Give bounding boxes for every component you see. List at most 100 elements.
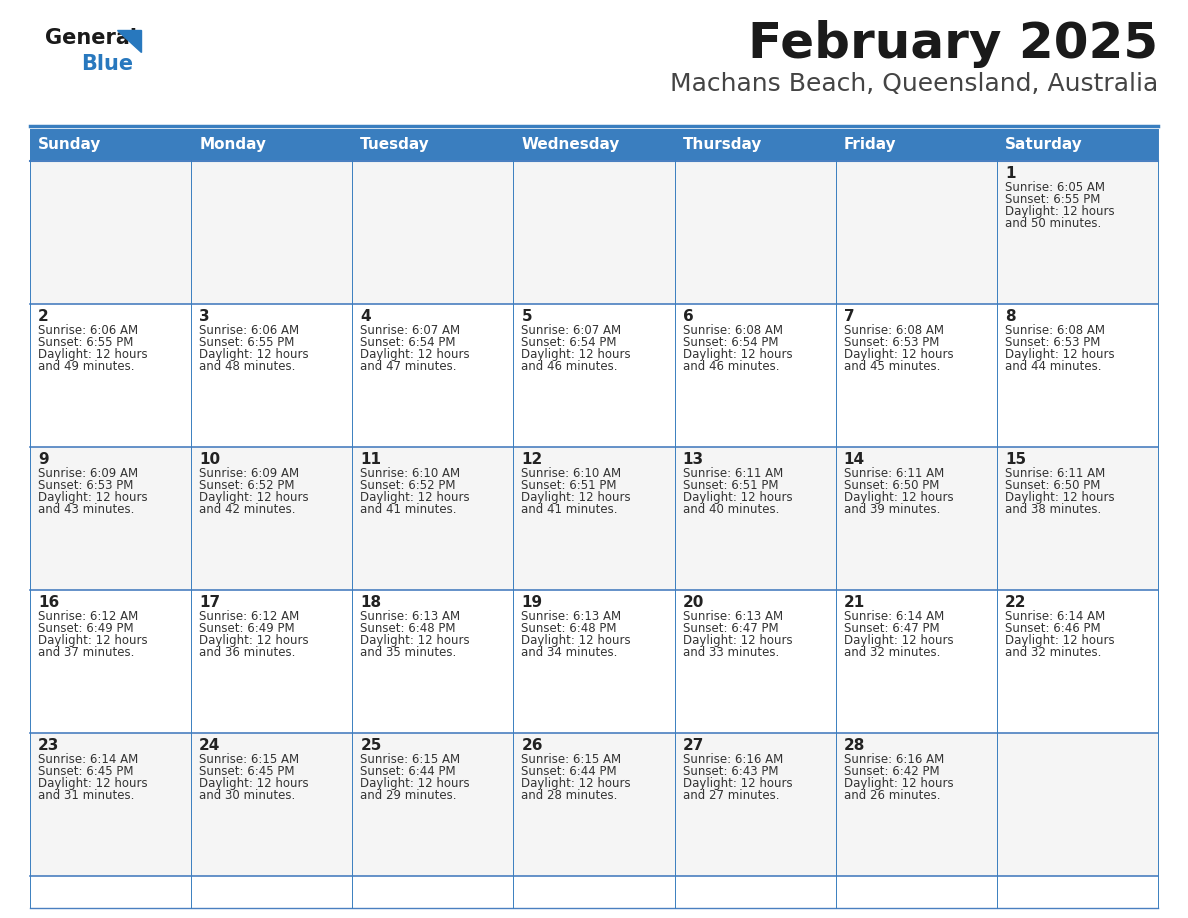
Text: Daylight: 12 hours: Daylight: 12 hours <box>38 348 147 361</box>
Text: and 38 minutes.: and 38 minutes. <box>1005 503 1101 516</box>
Text: Sunrise: 6:11 AM: Sunrise: 6:11 AM <box>683 466 783 480</box>
Text: Sunrise: 6:14 AM: Sunrise: 6:14 AM <box>1005 610 1105 622</box>
Text: Daylight: 12 hours: Daylight: 12 hours <box>522 491 631 504</box>
Text: and 50 minutes.: and 50 minutes. <box>1005 217 1101 230</box>
Bar <box>30 733 191 876</box>
Text: Sunrise: 6:14 AM: Sunrise: 6:14 AM <box>38 753 138 766</box>
Text: 6: 6 <box>683 308 694 324</box>
Text: 19: 19 <box>522 595 543 610</box>
Text: Saturday: Saturday <box>1005 137 1082 152</box>
Text: Daylight: 12 hours: Daylight: 12 hours <box>843 777 954 789</box>
Text: Sunrise: 6:10 AM: Sunrise: 6:10 AM <box>360 466 461 480</box>
Text: 26: 26 <box>522 738 543 753</box>
Text: Sunrise: 6:06 AM: Sunrise: 6:06 AM <box>200 324 299 337</box>
Bar <box>30 590 191 733</box>
Text: Sunday: Sunday <box>38 137 101 152</box>
Text: 17: 17 <box>200 595 220 610</box>
Text: Sunset: 6:47 PM: Sunset: 6:47 PM <box>683 621 778 635</box>
Bar <box>191 590 353 733</box>
Bar <box>353 304 513 447</box>
Text: and 44 minutes.: and 44 minutes. <box>1005 360 1101 373</box>
Text: and 46 minutes.: and 46 minutes. <box>522 360 618 373</box>
Text: Daylight: 12 hours: Daylight: 12 hours <box>843 633 954 647</box>
Text: and 46 minutes.: and 46 minutes. <box>683 360 779 373</box>
Text: 5: 5 <box>522 308 532 324</box>
Text: Daylight: 12 hours: Daylight: 12 hours <box>683 633 792 647</box>
Text: 10: 10 <box>200 452 220 466</box>
Text: and 45 minutes.: and 45 minutes. <box>843 360 940 373</box>
Text: and 49 minutes.: and 49 minutes. <box>38 360 134 373</box>
Text: and 27 minutes.: and 27 minutes. <box>683 789 779 802</box>
Text: Sunrise: 6:06 AM: Sunrise: 6:06 AM <box>38 324 138 337</box>
Text: and 43 minutes.: and 43 minutes. <box>38 503 134 516</box>
Bar <box>835 447 997 590</box>
Bar <box>997 161 1158 304</box>
Text: Sunset: 6:53 PM: Sunset: 6:53 PM <box>843 336 940 349</box>
Text: 8: 8 <box>1005 308 1016 324</box>
Text: Thursday: Thursday <box>683 137 762 152</box>
Text: and 39 minutes.: and 39 minutes. <box>843 503 940 516</box>
Text: Daylight: 12 hours: Daylight: 12 hours <box>843 348 954 361</box>
Text: Sunset: 6:42 PM: Sunset: 6:42 PM <box>843 765 940 778</box>
Text: General: General <box>45 28 137 48</box>
Text: Sunset: 6:48 PM: Sunset: 6:48 PM <box>522 621 617 635</box>
Text: Sunset: 6:55 PM: Sunset: 6:55 PM <box>200 336 295 349</box>
Text: and 32 minutes.: and 32 minutes. <box>843 646 940 659</box>
Text: Sunset: 6:44 PM: Sunset: 6:44 PM <box>360 765 456 778</box>
Text: February 2025: February 2025 <box>748 20 1158 68</box>
Text: 16: 16 <box>38 595 59 610</box>
Text: and 26 minutes.: and 26 minutes. <box>843 789 940 802</box>
Text: Sunset: 6:54 PM: Sunset: 6:54 PM <box>522 336 617 349</box>
Text: Sunrise: 6:16 AM: Sunrise: 6:16 AM <box>843 753 944 766</box>
Bar <box>675 590 835 733</box>
Text: and 32 minutes.: and 32 minutes. <box>1005 646 1101 659</box>
Text: Sunset: 6:47 PM: Sunset: 6:47 PM <box>843 621 940 635</box>
Text: Daylight: 12 hours: Daylight: 12 hours <box>200 348 309 361</box>
Text: Sunset: 6:55 PM: Sunset: 6:55 PM <box>38 336 133 349</box>
Bar <box>675 447 835 590</box>
Bar <box>353 161 513 304</box>
Bar <box>30 161 191 304</box>
Text: Daylight: 12 hours: Daylight: 12 hours <box>522 777 631 789</box>
Text: Daylight: 12 hours: Daylight: 12 hours <box>522 348 631 361</box>
Text: Sunrise: 6:16 AM: Sunrise: 6:16 AM <box>683 753 783 766</box>
Text: Daylight: 12 hours: Daylight: 12 hours <box>200 491 309 504</box>
Text: 28: 28 <box>843 738 865 753</box>
Bar <box>675 304 835 447</box>
Text: Blue: Blue <box>81 54 133 74</box>
Text: and 41 minutes.: and 41 minutes. <box>360 503 457 516</box>
Text: Wednesday: Wednesday <box>522 137 620 152</box>
Bar <box>513 161 675 304</box>
Text: and 36 minutes.: and 36 minutes. <box>200 646 296 659</box>
Text: and 33 minutes.: and 33 minutes. <box>683 646 779 659</box>
Bar <box>30 304 191 447</box>
Text: Sunrise: 6:05 AM: Sunrise: 6:05 AM <box>1005 181 1105 194</box>
Text: and 37 minutes.: and 37 minutes. <box>38 646 134 659</box>
Text: Sunset: 6:53 PM: Sunset: 6:53 PM <box>38 479 133 492</box>
Text: Sunrise: 6:10 AM: Sunrise: 6:10 AM <box>522 466 621 480</box>
Bar <box>191 161 353 304</box>
Text: Daylight: 12 hours: Daylight: 12 hours <box>200 633 309 647</box>
Text: Sunset: 6:45 PM: Sunset: 6:45 PM <box>200 765 295 778</box>
Text: Daylight: 12 hours: Daylight: 12 hours <box>200 777 309 789</box>
Text: Sunset: 6:45 PM: Sunset: 6:45 PM <box>38 765 133 778</box>
Text: and 29 minutes.: and 29 minutes. <box>360 789 457 802</box>
Text: Sunset: 6:51 PM: Sunset: 6:51 PM <box>683 479 778 492</box>
Text: Sunrise: 6:13 AM: Sunrise: 6:13 AM <box>522 610 621 622</box>
Bar <box>997 447 1158 590</box>
Text: Sunset: 6:52 PM: Sunset: 6:52 PM <box>200 479 295 492</box>
Text: and 34 minutes.: and 34 minutes. <box>522 646 618 659</box>
Bar <box>353 733 513 876</box>
Text: Sunset: 6:54 PM: Sunset: 6:54 PM <box>683 336 778 349</box>
Bar <box>191 733 353 876</box>
Text: Sunrise: 6:12 AM: Sunrise: 6:12 AM <box>200 610 299 622</box>
Text: and 48 minutes.: and 48 minutes. <box>200 360 296 373</box>
Text: Monday: Monday <box>200 137 266 152</box>
Text: 22: 22 <box>1005 595 1026 610</box>
Text: Sunset: 6:53 PM: Sunset: 6:53 PM <box>1005 336 1100 349</box>
Text: 13: 13 <box>683 452 703 466</box>
Bar <box>353 447 513 590</box>
Text: 3: 3 <box>200 308 210 324</box>
Text: and 30 minutes.: and 30 minutes. <box>200 789 296 802</box>
Text: Machans Beach, Queensland, Australia: Machans Beach, Queensland, Australia <box>670 72 1158 96</box>
